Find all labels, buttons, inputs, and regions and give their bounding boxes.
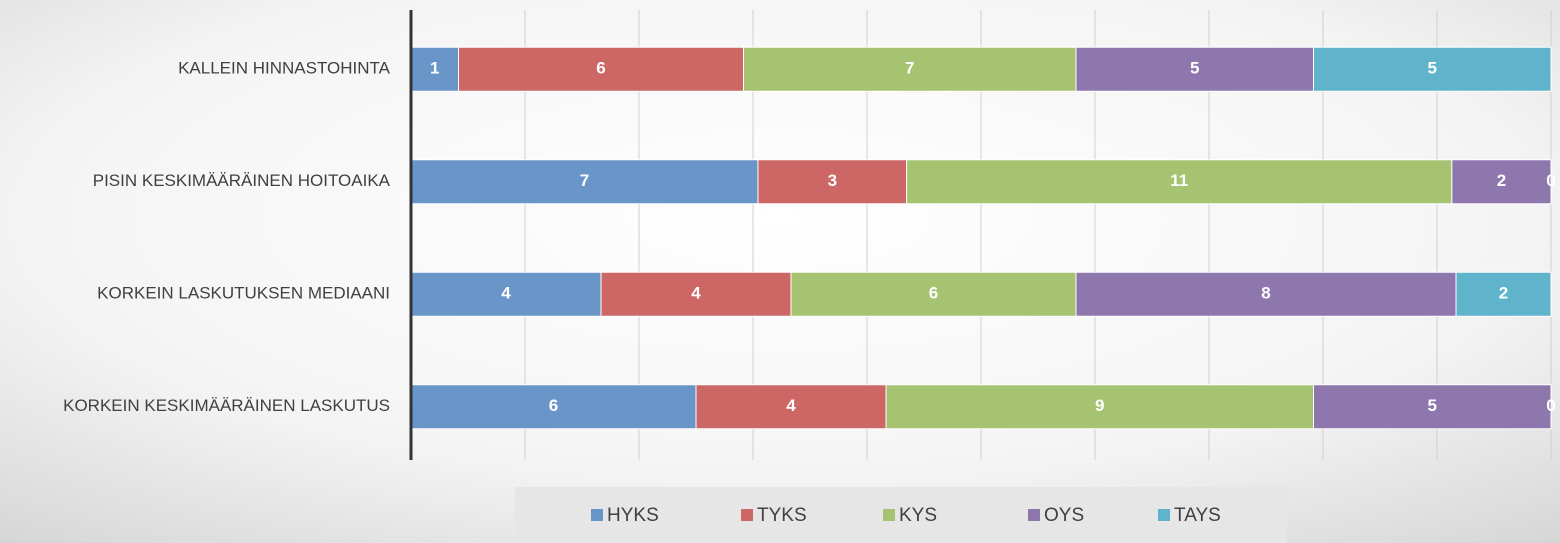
bars: KALLEIN HINNASTOHINTA 1 6 7 5 5 PISIN KESKIMÄÄ… [63,46,1556,430]
bar-segment [410,46,459,92]
bar-segment [1075,46,1314,92]
bar-segment [757,159,908,205]
bar-segment [906,159,1453,205]
bar-segment [410,159,759,205]
bar-segment [1455,271,1552,317]
legend-label: TAYS [1174,505,1221,526]
data-label: 6 [929,284,938,303]
legend-swatch [1028,509,1040,521]
category-label: PISIN KESKIMÄÄRÄINEN HOITOAIKA [93,171,391,190]
data-label: 9 [1095,396,1104,415]
legend-label: TYKS [757,505,807,526]
data-label: 8 [1261,284,1270,303]
data-label: 6 [596,59,605,78]
data-label: 4 [786,396,796,415]
data-label: 11 [1170,171,1188,190]
category-label: KORKEIN KESKIMÄÄRÄINEN LASKUTUS [63,396,390,415]
bar-segment [600,271,792,317]
bar-segment [1313,384,1552,430]
bar-segment [1451,159,1552,205]
legend-label: OYS [1044,505,1084,526]
data-label: 1 [430,59,439,78]
data-label: 4 [501,284,511,303]
data-label: 0 [1546,396,1555,415]
data-label: 7 [580,171,589,190]
data-label: 5 [1428,396,1437,415]
bar-segment [410,384,697,430]
category-label: KORKEIN LASKUTUKSEN MEDIAANI [97,284,390,303]
data-label: 5 [1190,59,1199,78]
data-label: 4 [691,284,701,303]
data-label: 5 [1428,59,1437,78]
legend-swatch [741,509,753,521]
data-label: 2 [1497,171,1506,190]
legend-swatch [591,509,603,521]
bar-segment [790,271,1077,317]
data-label: 3 [828,171,837,190]
data-label: 2 [1499,284,1508,303]
legend-swatch [883,509,895,521]
bar-segment [885,384,1314,430]
category-label: KALLEIN HINNASTOHINTA [178,59,391,78]
data-label: 7 [905,59,914,78]
data-label: 6 [549,396,558,415]
data-label: 0 [1546,171,1555,190]
legend-label: HYKS [607,505,659,526]
bar-segment [458,46,744,92]
legend: HYKS TYKS KYS OYS TAYS [591,505,1221,526]
bar-segment [1075,271,1457,317]
legend-label: KYS [899,505,937,526]
bar-segment [1313,46,1552,92]
legend-swatch [1158,509,1170,521]
bar-segment [695,384,887,430]
